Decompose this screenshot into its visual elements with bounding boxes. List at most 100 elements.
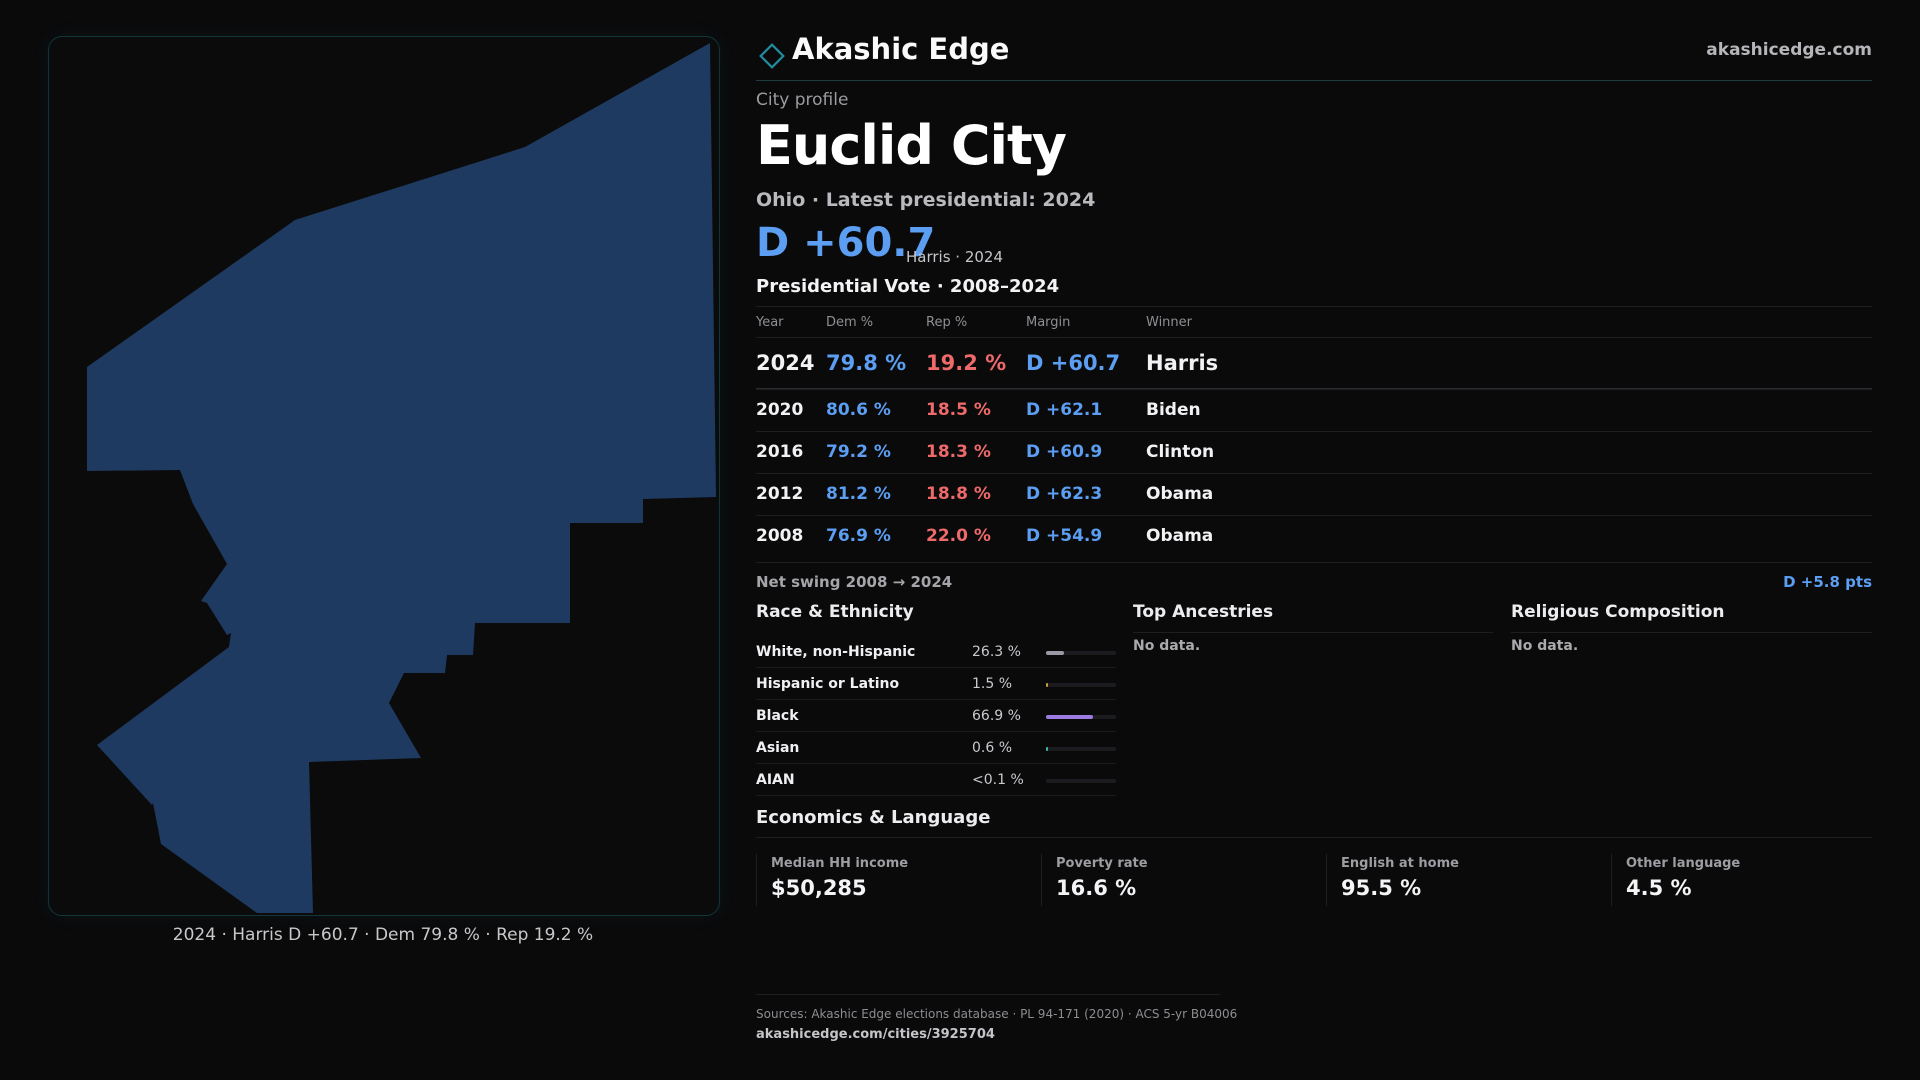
economics-divider — [756, 837, 1872, 838]
race-bar-fill — [1046, 683, 1048, 687]
column-header-winner: Winner — [1146, 315, 1193, 330]
column-header-rep: Rep % — [926, 315, 968, 330]
cell-rep: 22.0 % — [926, 526, 991, 546]
cell-rep: 18.8 % — [926, 484, 991, 504]
cell-dem: 81.2 % — [826, 484, 891, 504]
stat-poverty-rate: Poverty rate 16.6 % — [1041, 854, 1326, 906]
stat-label: English at home — [1341, 856, 1459, 871]
ancestries-section-title: Top Ancestries — [1133, 602, 1274, 622]
race-bar-track — [1046, 683, 1116, 687]
religion-divider — [1511, 632, 1872, 633]
city-boundary-map — [87, 43, 716, 913]
stat-label: Other language — [1626, 856, 1741, 871]
net-swing-value: D +5.8 pts — [1783, 573, 1872, 591]
net-swing-row: Net swing 2008 → 2024 D +5.8 pts — [756, 562, 1872, 593]
cell-dem: 76.9 % — [826, 526, 891, 546]
stat-value: $50,285 — [771, 876, 867, 900]
page-title: Euclid City — [756, 114, 1067, 177]
cell-year: 2012 — [756, 484, 804, 504]
cell-dem: 80.6 % — [826, 400, 891, 420]
race-value: <0.1 % — [972, 772, 1024, 788]
race-label: Black — [756, 708, 799, 724]
table-row: 2020 80.6 % 18.5 % D +62.1 Biden — [756, 389, 1872, 431]
race-value: 26.3 % — [972, 644, 1021, 660]
race-value: 1.5 % — [972, 676, 1013, 692]
city-map — [48, 36, 720, 916]
cell-year: 2024 — [756, 351, 815, 375]
cell-rep: 18.3 % — [926, 442, 991, 462]
cell-year: 2020 — [756, 400, 804, 420]
stat-other-language: Other language 4.5 % — [1611, 854, 1896, 906]
headline-margin: D +60.7 — [756, 220, 936, 266]
cell-year: 2008 — [756, 526, 804, 546]
race-bar-track — [1046, 747, 1116, 751]
table-row: 2012 81.2 % 18.8 % D +62.3 Obama — [756, 473, 1872, 515]
race-value: 66.9 % — [972, 708, 1021, 724]
diamond-icon — [758, 42, 786, 74]
site-header: Akashic Edge akashicedge.com — [756, 32, 1872, 81]
sources-text: Sources: Akashic Edge elections database… — [756, 1007, 1238, 1021]
race-bar-fill — [1046, 747, 1048, 751]
race-row: AIAN <0.1 % — [756, 764, 1116, 796]
site-link[interactable]: akashicedge.com — [1706, 40, 1872, 60]
table-row: 2008 76.9 % 22.0 % D +54.9 Obama — [756, 515, 1872, 557]
brand-name[interactable]: Akashic Edge — [792, 32, 1010, 66]
economics-section-title: Economics & Language — [756, 807, 991, 828]
cell-winner: Harris — [1146, 351, 1219, 375]
religion-section-title: Religious Composition — [1511, 602, 1725, 622]
footer: Sources: Akashic Edge elections database… — [756, 994, 1237, 1042]
race-row: Hispanic or Latino 1.5 % — [756, 668, 1116, 700]
cell-rep: 18.5 % — [926, 400, 991, 420]
race-bar-fill — [1046, 715, 1093, 719]
page-kicker: City profile — [756, 90, 849, 110]
cell-margin: D +62.1 — [1026, 400, 1103, 420]
table-row: 2024 79.8 % 19.2 % D +60.7 Harris — [756, 337, 1872, 389]
race-value: 0.6 % — [972, 740, 1013, 756]
cell-winner: Clinton — [1146, 442, 1215, 462]
cell-year: 2016 — [756, 442, 804, 462]
map-caption: 2024 · Harris D +60.7 · Dem 79.8 % · Rep… — [172, 925, 594, 945]
stat-median-income: Median HH income $50,285 — [756, 854, 1041, 906]
vote-table-title: Presidential Vote · 2008–2024 — [756, 276, 1060, 297]
religion-empty-text: No data. — [1511, 638, 1579, 654]
cell-winner: Biden — [1146, 400, 1201, 420]
cell-winner: Obama — [1146, 484, 1214, 504]
race-bar-track — [1046, 715, 1116, 719]
race-label: White, non-Hispanic — [756, 644, 916, 660]
ancestries-divider — [1133, 632, 1493, 633]
stat-value: 95.5 % — [1341, 876, 1422, 900]
vote-table: Year Dem % Rep % Margin Winner 2024 79.8… — [756, 306, 1872, 557]
cell-margin: D +60.9 — [1026, 442, 1103, 462]
race-row: Black 66.9 % — [756, 700, 1116, 732]
cell-rep: 19.2 % — [926, 351, 1007, 375]
cell-dem: 79.8 % — [826, 351, 907, 375]
column-header-dem: Dem % — [826, 315, 874, 330]
column-header-margin: Margin — [1026, 315, 1071, 330]
race-label: Asian — [756, 740, 800, 756]
stat-value: 4.5 % — [1626, 876, 1692, 900]
cell-dem: 79.2 % — [826, 442, 891, 462]
permalink[interactable]: akashicedge.com/cities/3925704 — [756, 1027, 995, 1042]
table-header-row: Year Dem % Rep % Margin Winner — [756, 306, 1872, 337]
race-bar-fill — [1046, 651, 1065, 655]
column-header-year: Year — [756, 315, 784, 330]
cell-margin: D +62.3 — [1026, 484, 1103, 504]
ancestries-empty-text: No data. — [1133, 638, 1201, 654]
net-swing-label: Net swing 2008 → 2024 — [756, 573, 953, 591]
cell-winner: Obama — [1146, 526, 1214, 546]
race-label: Hispanic or Latino — [756, 676, 900, 692]
stat-label: Median HH income — [771, 856, 909, 871]
stat-value: 16.6 % — [1056, 876, 1137, 900]
headline-margin-note: Harris · 2024 — [906, 248, 1004, 266]
race-bar-track — [1046, 779, 1116, 783]
page-subtitle: Ohio · Latest presidential: 2024 — [756, 189, 1096, 211]
cell-margin: D +60.7 — [1026, 351, 1121, 375]
table-row: 2016 79.2 % 18.3 % D +60.9 Clinton — [756, 431, 1872, 473]
race-row: Asian 0.6 % — [756, 732, 1116, 764]
race-row: White, non-Hispanic 26.3 % — [756, 636, 1116, 668]
race-label: AIAN — [756, 772, 795, 788]
stat-label: Poverty rate — [1056, 856, 1148, 871]
stat-english-at-home: English at home 95.5 % — [1326, 854, 1611, 906]
cell-margin: D +54.9 — [1026, 526, 1103, 546]
race-section-title: Race & Ethnicity — [756, 602, 914, 622]
